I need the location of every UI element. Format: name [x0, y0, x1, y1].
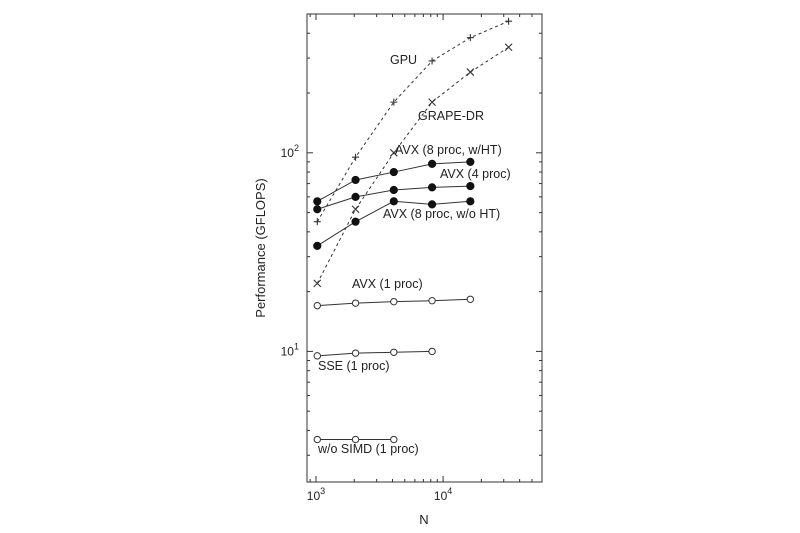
- series-label: AVX (8 proc, w/o HT): [383, 207, 500, 221]
- open-circle-marker: [351, 349, 360, 357]
- series-3: [313, 181, 475, 214]
- plus-marker: [505, 17, 513, 25]
- cross-marker: [504, 43, 513, 52]
- open-circle-marker: [351, 299, 360, 307]
- plot-frame: [306, 13, 543, 483]
- filled-circle-marker: [313, 197, 322, 206]
- axis-ticks: [307, 13, 543, 482]
- y-tick-label: 101: [281, 341, 299, 358]
- open-circle-marker: [313, 301, 321, 310]
- tick-labels: 103 104 101 102: [281, 143, 453, 503]
- filled-circle-marker: [466, 181, 475, 191]
- plus-marker: [352, 153, 360, 161]
- series-label: GRAPE-DR: [418, 109, 484, 123]
- filled-circle-marker: [466, 157, 475, 166]
- open-circle-marker: [390, 435, 398, 444]
- filled-circle-marker: [389, 167, 398, 177]
- filled-circle-marker: [351, 217, 360, 226]
- filled-circle-marker: [313, 241, 322, 250]
- filled-circle-marker: [313, 205, 322, 214]
- open-circle-marker: [428, 347, 436, 356]
- filled-circle-marker: [389, 197, 398, 206]
- cross-marker: [351, 205, 360, 214]
- series-2: [313, 157, 475, 206]
- series-label: AVX (8 proc, w/HT): [395, 143, 502, 157]
- y-axis-label: Performance (GFLOPS): [253, 178, 268, 317]
- series-4: [313, 197, 475, 250]
- series-1: [313, 43, 513, 288]
- y-tick-label: 102: [281, 143, 299, 160]
- x-tick-label: 103: [307, 486, 325, 503]
- series-6: [313, 347, 436, 360]
- open-circle-marker: [390, 348, 398, 356]
- cross-marker: [389, 148, 398, 157]
- x-tick-label: 104: [434, 486, 452, 503]
- series-group: [313, 17, 513, 444]
- plus-marker: [466, 34, 474, 42]
- cross-marker: [466, 68, 475, 76]
- series-5: [313, 295, 475, 310]
- open-circle-marker: [428, 297, 436, 305]
- open-circle-marker: [351, 435, 360, 444]
- series-label: SSE (1 proc): [318, 359, 390, 373]
- filled-circle-marker: [389, 185, 398, 195]
- filled-circle-marker: [351, 192, 360, 201]
- series-label: AVX (4 proc): [440, 167, 511, 181]
- cross-marker: [428, 98, 436, 107]
- series-line: [317, 350, 433, 357]
- plus-marker: [390, 98, 398, 106]
- series-label: AVX (1 proc): [352, 277, 423, 291]
- series-7: [313, 435, 398, 444]
- series-line: [316, 20, 509, 222]
- filled-circle-marker: [427, 159, 437, 168]
- x-axis-label: N: [419, 512, 428, 527]
- series-label: w/o SIMD (1 proc): [317, 442, 419, 456]
- series-line: [316, 46, 509, 284]
- plus-marker: [428, 57, 436, 65]
- open-circle-marker: [313, 352, 321, 360]
- filled-circle-marker: [351, 175, 360, 185]
- open-circle-marker: [390, 297, 398, 306]
- open-circle-marker: [466, 295, 475, 303]
- filled-circle-marker: [427, 200, 437, 209]
- open-circle-marker: [313, 435, 321, 444]
- filled-circle-marker: [427, 183, 437, 192]
- series-labels: GPU GRAPE-DR AVX (8 proc, w/HT) AVX (4 proc…: [317, 53, 511, 456]
- series-label: GPU: [390, 53, 417, 67]
- plus-marker: [313, 218, 321, 226]
- cross-marker: [313, 279, 322, 288]
- filled-circle-marker: [466, 197, 475, 206]
- series-0: [313, 17, 513, 226]
